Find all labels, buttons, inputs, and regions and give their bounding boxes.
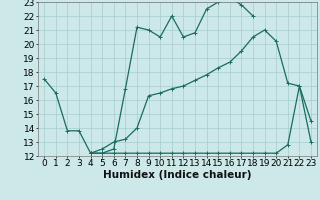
X-axis label: Humidex (Indice chaleur): Humidex (Indice chaleur): [103, 170, 252, 180]
